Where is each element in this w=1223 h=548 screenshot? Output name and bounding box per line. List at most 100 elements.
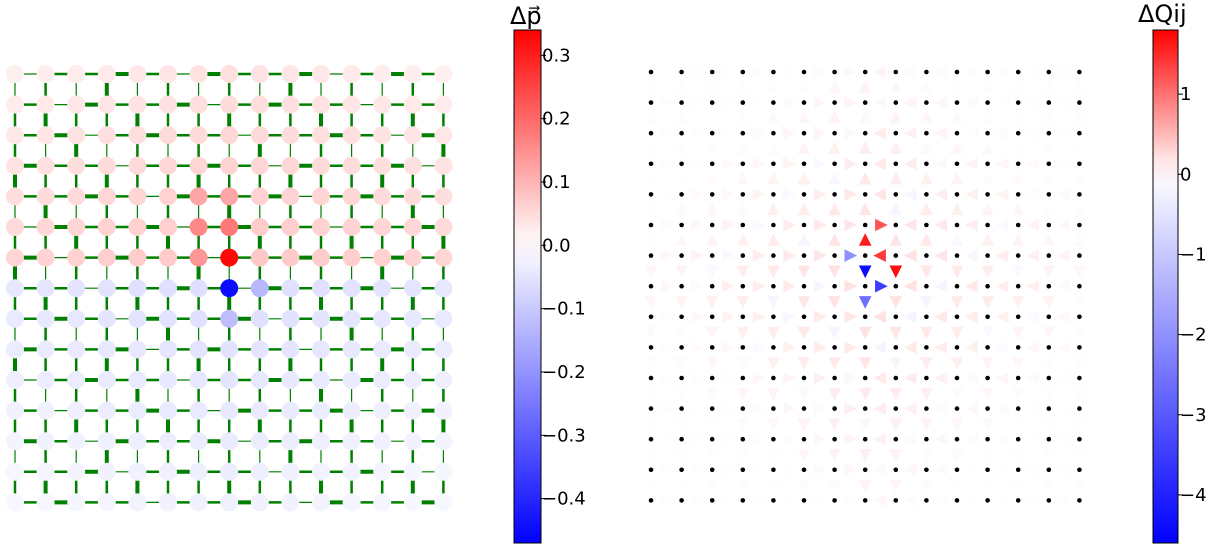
network-node — [250, 462, 269, 481]
flow-arrow — [675, 202, 688, 216]
network-node — [67, 126, 86, 145]
flow-node — [801, 222, 807, 228]
flow-node — [771, 69, 776, 75]
flow-arrow — [995, 402, 1009, 415]
network-node — [128, 432, 147, 451]
flow-arrow — [828, 479, 841, 493]
network-node — [312, 126, 330, 145]
flow-node — [648, 498, 654, 503]
flow-node — [924, 375, 929, 381]
flow-arrow — [722, 402, 735, 415]
flow-node — [832, 253, 837, 258]
network-node — [6, 309, 24, 328]
flow-arrow — [1026, 157, 1039, 171]
network-node — [250, 493, 269, 512]
network-node — [342, 187, 361, 206]
flow-arrow — [644, 418, 658, 432]
flow-arrow — [752, 157, 766, 171]
flow-arrow — [1073, 296, 1086, 309]
flow-arrow — [873, 402, 886, 415]
flow-arrow — [660, 157, 674, 171]
flow-arrow — [873, 310, 886, 324]
flow-arrow — [1011, 479, 1025, 493]
flow-arrow — [873, 463, 886, 477]
flow-arrow — [920, 265, 933, 279]
flow-node — [893, 406, 899, 411]
network-node — [189, 401, 208, 420]
flow-arrow — [995, 310, 1009, 324]
flow-node — [893, 161, 899, 167]
flow-node — [1077, 314, 1082, 320]
flow-arrow — [1042, 479, 1056, 493]
edge-flow-panel — [644, 65, 1086, 507]
flow-arrow — [889, 418, 903, 432]
flow-arrow — [903, 249, 917, 262]
colorbar-tick-label: 0.1 — [542, 172, 571, 193]
flow-arrow — [903, 432, 917, 446]
network-node — [281, 279, 300, 298]
flow-arrow — [644, 110, 658, 124]
flow-node — [893, 130, 899, 136]
network-node — [97, 126, 116, 145]
flow-node — [893, 283, 899, 289]
flow-node — [648, 406, 654, 411]
flow-node — [1046, 283, 1052, 289]
flow-arrow — [934, 371, 948, 385]
network-node — [67, 187, 86, 206]
flow-node — [1046, 345, 1052, 350]
flow-node — [740, 498, 746, 503]
network-node — [159, 248, 177, 267]
flow-arrow — [920, 233, 933, 246]
network-node — [159, 340, 177, 359]
flow-arrow — [767, 233, 780, 246]
flow-arrow — [1011, 357, 1025, 370]
flow-arrow — [813, 188, 827, 201]
flow-node — [679, 467, 684, 473]
network-node — [434, 65, 453, 83]
network-node — [97, 156, 116, 175]
network-node — [128, 462, 147, 481]
flow-arrow — [873, 432, 886, 446]
flow-arrow — [722, 341, 735, 354]
flow-arrow — [1011, 387, 1025, 401]
flow-arrow — [903, 341, 917, 354]
flow-node — [832, 100, 837, 105]
flow-arrow — [889, 202, 903, 216]
network-node — [189, 493, 208, 512]
network-node — [159, 156, 177, 175]
network-node — [373, 156, 392, 175]
flow-arrow — [828, 418, 841, 432]
network-node — [6, 65, 24, 83]
network-node — [373, 95, 392, 114]
network-node — [312, 432, 330, 451]
flow-arrow — [828, 449, 841, 462]
flow-arrow — [722, 494, 735, 507]
flow-arrow — [995, 371, 1009, 385]
flow-arrow — [736, 265, 750, 279]
flow-arrow — [813, 402, 827, 415]
flow-node — [954, 130, 960, 136]
flow-arrow — [783, 341, 796, 354]
flow-arrow — [1026, 249, 1039, 262]
flow-node — [954, 283, 960, 289]
flow-node — [924, 222, 929, 228]
network-node — [189, 156, 208, 175]
flow-arrow — [644, 80, 658, 93]
flow-node — [801, 253, 807, 258]
network-node — [97, 248, 116, 267]
flow-arrow — [981, 387, 994, 401]
flow-arrow — [813, 157, 827, 171]
flow-arrow — [1042, 387, 1056, 401]
flow-arrow — [903, 371, 917, 385]
flow-node — [648, 222, 654, 228]
flow-arrow — [920, 449, 933, 462]
flow-arrow — [981, 357, 994, 370]
flow-node — [679, 192, 684, 197]
flow-arrow — [903, 463, 917, 477]
flow-arrow — [844, 218, 858, 232]
flow-node — [1015, 283, 1021, 289]
flow-arrow — [660, 126, 674, 140]
flow-arrow — [844, 188, 858, 201]
flow-node — [893, 69, 899, 75]
network-node — [67, 371, 86, 389]
